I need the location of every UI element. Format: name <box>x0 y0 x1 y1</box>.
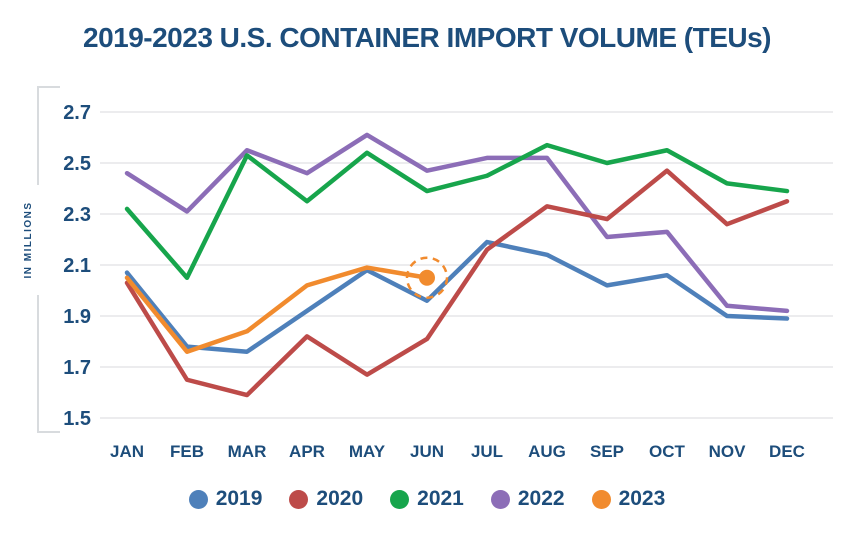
x-tick-label-oct: OCT <box>649 442 686 461</box>
chart-title: 2019-2023 U.S. CONTAINER IMPORT VOLUME (… <box>83 22 772 53</box>
x-tick-label-jul: JUL <box>471 442 503 461</box>
legend-label-2023: 2023 <box>618 487 666 510</box>
legend-dot-2021 <box>390 489 410 509</box>
x-tick-label-jun: JUN <box>410 442 444 461</box>
x-tick-label-sep: SEP <box>590 442 624 461</box>
series-line-2021 <box>124 142 790 280</box>
x-tick-label-feb: FEB <box>170 442 204 461</box>
y-axis-title: IN MILLIONS <box>23 201 34 278</box>
y-tick-label: 1.7 <box>63 357 91 379</box>
x-tick-label-nov: NOV <box>709 442 747 461</box>
legend-item-2019: 2019 <box>188 487 263 511</box>
series-line-2019 <box>124 239 790 354</box>
chart-legend: 2019 2020 2021 2022 2023 <box>0 482 854 516</box>
x-tick-label-may: MAY <box>349 442 386 461</box>
legend-item-2021: 2021 <box>390 487 464 511</box>
series-line-2023 <box>124 265 430 354</box>
y-axis-bracket <box>37 86 60 433</box>
legend-dot-2022 <box>490 489 510 509</box>
x-tick-label-jan: JAN <box>110 442 144 461</box>
y-tick-label: 1.5 <box>63 408 91 430</box>
x-tick-label-aug: AUG <box>528 442 566 461</box>
legend-label-2021: 2021 <box>417 487 464 510</box>
y-tick-label: 2.1 <box>63 255 91 277</box>
x-tick-label-mar: MAR <box>228 442 267 461</box>
legend-item-2022: 2022 <box>490 487 565 511</box>
highlight-dashed-circle <box>405 256 449 299</box>
series-line-2020 <box>124 168 790 398</box>
legend-label-2022: 2022 <box>517 487 565 510</box>
legend-dot-2020 <box>289 489 309 509</box>
y-tick-label: 2.5 <box>63 153 91 175</box>
y-tick-label: 2.7 <box>63 102 91 124</box>
x-tick-label-dec: DEC <box>769 442 805 461</box>
series-line-2022 <box>124 132 790 314</box>
y-tick-label: 2.3 <box>63 204 91 226</box>
legend-label-2019: 2019 <box>215 487 263 510</box>
legend-label-2020: 2020 <box>316 487 364 510</box>
x-tick-label-apr: APR <box>289 442 325 461</box>
highlight-data-point <box>419 269 435 286</box>
y-tick-label: 1.9 <box>63 306 91 328</box>
legend-item-2020: 2020 <box>289 487 363 511</box>
legend-dot-2019 <box>188 489 208 509</box>
legend-dot-2023 <box>591 489 611 509</box>
legend-item-2023: 2023 <box>591 487 666 511</box>
